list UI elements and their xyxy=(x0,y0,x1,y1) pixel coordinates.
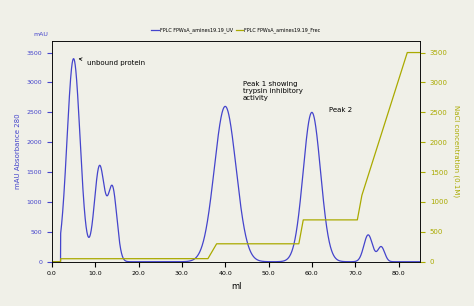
Text: Peak 1 showing
trypsin inhibitory
activity: Peak 1 showing trypsin inhibitory activi… xyxy=(243,81,302,101)
FPLC FPWsA_amines19.19_Frec xyxy=(190,257,195,261)
FPLC FPWsA_amines19.19_UV xyxy=(190,258,196,262)
FPLC FPWsA_amines19.19_UV xyxy=(289,251,294,254)
FPLC FPWsA_amines19.19_Frec xyxy=(116,257,122,261)
Text: Peak 2: Peak 2 xyxy=(329,107,352,113)
FPLC FPWsA_amines19.19_Frec xyxy=(289,242,294,246)
FPLC FPWsA_amines19.19_Frec xyxy=(417,51,423,54)
FPLC FPWsA_amines19.19_UV xyxy=(71,57,76,61)
FPLC FPWsA_amines19.19_UV xyxy=(270,260,276,263)
FPLC FPWsA_amines19.19_Frec xyxy=(404,51,410,54)
FPLC FPWsA_amines19.19_Frec xyxy=(324,218,329,222)
FPLC FPWsA_amines19.19_UV xyxy=(49,260,55,263)
Text: mAU: mAU xyxy=(34,32,48,37)
Y-axis label: NaCl concentration (0.1M): NaCl concentration (0.1M) xyxy=(453,105,459,197)
X-axis label: ml: ml xyxy=(231,282,241,291)
FPLC FPWsA_amines19.19_UV xyxy=(417,260,423,263)
Legend: FPLC FPWsA_amines19.19_UV, FPLC FPWsA_amines19.19_Frec: FPLC FPWsA_amines19.19_UV, FPLC FPWsA_am… xyxy=(149,25,323,35)
Line: FPLC FPWsA_amines19.19_UV: FPLC FPWsA_amines19.19_UV xyxy=(52,59,420,262)
FPLC FPWsA_amines19.19_UV xyxy=(116,235,122,239)
FPLC FPWsA_amines19.19_UV xyxy=(324,226,329,230)
Y-axis label: mAU Absorbance 280: mAU Absorbance 280 xyxy=(15,113,21,189)
Text: unbound protein: unbound protein xyxy=(79,58,145,65)
FPLC FPWsA_amines19.19_Frec xyxy=(49,260,55,263)
Line: FPLC FPWsA_amines19.19_Frec: FPLC FPWsA_amines19.19_Frec xyxy=(52,53,420,262)
FPLC FPWsA_amines19.19_Frec xyxy=(352,218,357,222)
FPLC FPWsA_amines19.19_Frec xyxy=(270,242,275,246)
FPLC FPWsA_amines19.19_UV xyxy=(352,260,357,263)
